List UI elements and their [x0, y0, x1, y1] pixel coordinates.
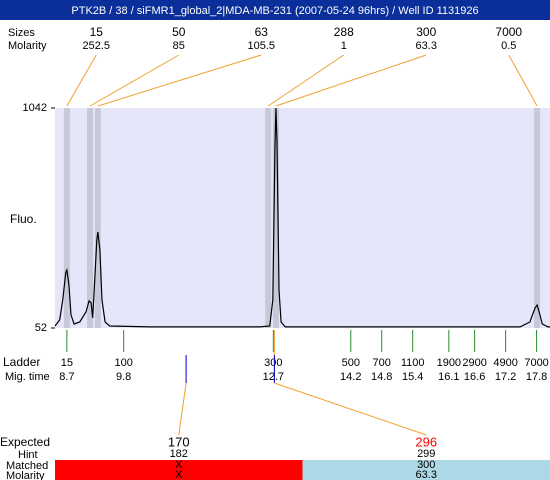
peak-size: 63 — [255, 25, 269, 39]
molarity-value: X — [175, 469, 183, 480]
peak-molarity: 1 — [341, 40, 347, 52]
ladder-size: 1100 — [401, 357, 425, 369]
molarity-label: Molarity — [8, 40, 47, 52]
ladder-time: 17.8 — [526, 371, 547, 383]
ladder-size: 2900 — [462, 357, 486, 369]
peak-connector — [97, 54, 262, 107]
peak-band — [63, 108, 70, 328]
trace — [54, 107, 550, 328]
chart-title: PTK2B / 38 / siFMR1_global_2|MDA-MB-231 … — [71, 5, 478, 17]
ladder-size: 15 — [61, 357, 73, 369]
peak-size: 7000 — [495, 25, 522, 39]
peak-connector — [508, 54, 538, 107]
peak-connector — [267, 54, 345, 107]
hint-value: 299 — [417, 448, 435, 460]
hint-value: 182 — [170, 448, 188, 460]
expected-size: 296 — [415, 434, 437, 449]
title-bar — [0, 0, 550, 20]
peak-band — [87, 108, 94, 328]
matched-bar — [302, 460, 550, 480]
ladder-time: 15.4 — [402, 371, 423, 383]
peak-molarity: 252.5 — [82, 40, 110, 52]
peak-band — [94, 108, 101, 328]
peak-molarity: 0.5 — [501, 40, 516, 52]
ladder-time: 12.7 — [263, 371, 284, 383]
peak-size: 50 — [172, 25, 186, 39]
ladder-size: 100 — [114, 357, 132, 369]
peak-size: 15 — [90, 25, 104, 39]
peak-connector — [66, 54, 97, 107]
peak-molarity: 105.5 — [247, 40, 275, 52]
expected-connector — [178, 382, 187, 436]
molarity-row-label: Molarity — [6, 470, 45, 480]
expected-label: Expected — [0, 435, 50, 449]
matched-value: X — [175, 459, 183, 471]
ladder-time: 8.7 — [59, 371, 74, 383]
ladder-time: 16.1 — [438, 371, 459, 383]
hint-label: Hint — [18, 449, 38, 461]
peak-molarity: 63.3 — [416, 40, 437, 52]
ladder-time: 14.2 — [340, 371, 361, 383]
matched-bar — [55, 460, 303, 480]
matched-value: 300 — [417, 459, 435, 471]
ladder-size: 300 — [264, 357, 282, 369]
mig-time-label: Mig. time — [5, 371, 50, 383]
peak-band — [272, 108, 279, 328]
peak-connector — [89, 54, 179, 107]
peak-band — [534, 108, 541, 328]
y-axis-label: Fluo. — [10, 212, 37, 226]
sizes-label: Sizes — [8, 27, 35, 39]
expected-connector — [274, 382, 427, 436]
expected-size: 170 — [168, 434, 190, 449]
matched-label: Matched — [6, 460, 48, 472]
plot-area — [55, 108, 550, 328]
peak-molarity: 85 — [173, 40, 185, 52]
ladder-size: 7000 — [524, 357, 548, 369]
peak-band — [265, 108, 272, 328]
ladder-size: 4900 — [493, 357, 517, 369]
peak-size: 288 — [334, 25, 354, 39]
molarity-value: 63.3 — [416, 469, 437, 480]
ladder-size: 1900 — [437, 357, 461, 369]
ladder-time: 14.8 — [371, 371, 392, 383]
ladder-time: 17.2 — [495, 371, 516, 383]
ladder-time: 9.8 — [116, 371, 131, 383]
y-tick-label: 1042 — [23, 102, 47, 114]
peak-connector — [275, 54, 427, 107]
y-tick-label: 52 — [35, 322, 47, 334]
ladder-size: 500 — [342, 357, 360, 369]
ladder-label: Ladder — [3, 355, 40, 369]
ladder-size: 700 — [373, 357, 391, 369]
peak-size: 300 — [416, 25, 436, 39]
ladder-time: 16.6 — [464, 371, 485, 383]
